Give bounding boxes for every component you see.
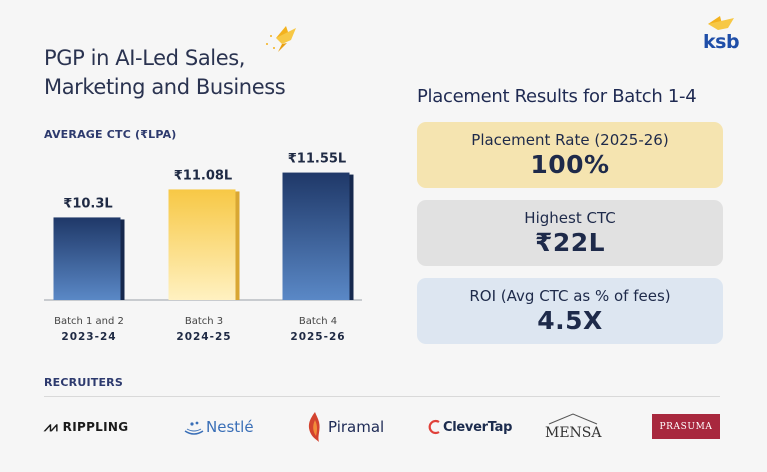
recruiters-label: RECRUITERS (44, 376, 123, 389)
rippling-mark-icon: ⩘⩘ (44, 419, 58, 435)
x-tick-year: 2025-26 (290, 331, 345, 343)
data-label: ₹10.3L (63, 196, 112, 211)
ksb-logo: ksb (703, 31, 740, 53)
card-label: Highest CTC (524, 209, 616, 227)
mensa-logo: MENSA (545, 410, 602, 444)
recruiter-name: RIPPLING (62, 420, 129, 434)
rippling-logo: ⩘⩘ RIPPLING (44, 410, 128, 444)
clevertap-logo: CleverTap (428, 410, 512, 444)
bar (168, 189, 236, 300)
y-axis-label: AVERAGE CTC (₹LPA) (44, 128, 177, 141)
card-label: ROI (Avg CTC as % of fees) (469, 287, 671, 305)
piramal-flame-icon (308, 412, 320, 442)
card-label: Placement Rate (2025-26) (471, 131, 669, 149)
placement-section-title: Placement Results for Batch 1-4 (417, 86, 697, 107)
x-tick-year: 2024-25 (176, 331, 231, 343)
title-line-1: PGP in AI-Led Sales, (44, 46, 246, 70)
nestle-logo: Nestlé (184, 410, 254, 444)
data-label: ₹11.55L (288, 152, 346, 167)
nestle-nest-icon (184, 421, 204, 435)
recruiter-name: Piramal (328, 418, 385, 436)
mensa-roof-icon (549, 413, 598, 425)
x-tick-year: 2023-24 (61, 331, 116, 343)
clevertap-c-icon (428, 419, 440, 435)
bird-icon (266, 26, 296, 52)
recruiter-name: CleverTap (443, 419, 513, 435)
recruiter-name: PRASUMA (659, 421, 713, 432)
ctc-bar-chart: ₹10.3L Batch 1 and 2 2023-24 ₹11.08L Batch 3… (44, 152, 362, 343)
page-title: PGP in AI-Led Sales, Marketing and Busin… (44, 44, 334, 102)
card-value: 4.5X (537, 306, 603, 335)
bar (53, 217, 121, 300)
x-tick-label: Batch 4 (299, 316, 337, 327)
recruiter-name: Nestlé (206, 418, 254, 436)
bar (282, 172, 350, 300)
data-label: ₹11.08L (174, 168, 232, 183)
x-tick-label: Batch 3 (185, 316, 223, 327)
piramal-logo: Piramal (305, 410, 384, 444)
ksb-logo-bird-icon (708, 16, 734, 30)
x-tick-label: Batch 1 and 2 (54, 316, 124, 327)
card-value: ₹22L (534, 228, 606, 257)
divider (44, 396, 720, 397)
recruiter-name: MENSA (545, 425, 602, 441)
placement-rate-card: Placement Rate (2025-26) 100% (417, 122, 723, 188)
prasuma-logo: PRASUMA (652, 414, 720, 439)
highest-ctc-card: Highest CTC ₹22L (417, 200, 723, 266)
title-line-2: Marketing and Business (44, 75, 286, 99)
roi-card: ROI (Avg CTC as % of fees) 4.5X (417, 278, 723, 344)
card-value: 100% (530, 150, 610, 179)
